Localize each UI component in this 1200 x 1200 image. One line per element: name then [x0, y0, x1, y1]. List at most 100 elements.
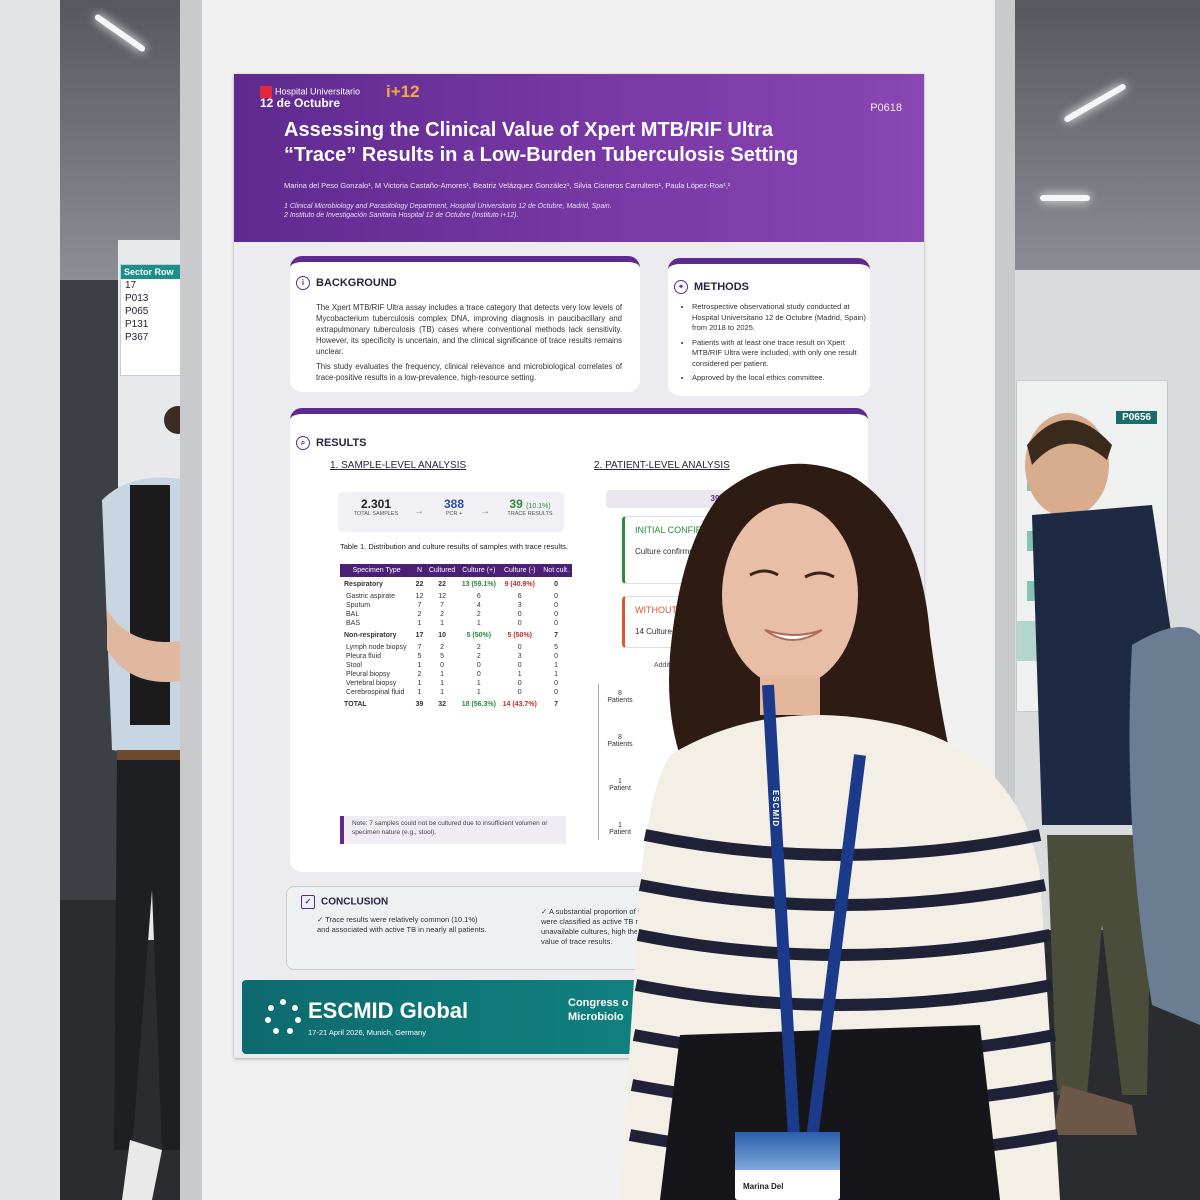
sample-stats: 2.301 TOTAL SAMPLES → 388 PCR + → 39 (10… — [338, 492, 564, 532]
table-cell-cult: 32 — [438, 701, 446, 708]
table-cell-n: 17 — [415, 632, 424, 639]
methods-section: ⌖ METHODS Retrospective observational stu… — [668, 258, 870, 396]
table-cell-pos: 0 — [476, 662, 481, 669]
sign-row-item: P131 — [125, 319, 149, 330]
methods-list: Retrospective observational study conduc… — [682, 302, 872, 388]
table-cell-cult: 22 — [438, 581, 446, 588]
table-row: Lymph node biopsy 7 2 2 0 5 — [340, 643, 572, 652]
table-cell-cult: 0 — [440, 662, 445, 669]
branch-count: 8 — [618, 690, 622, 697]
table-cell-pos: 1 — [476, 689, 481, 696]
person-left — [102, 406, 187, 1200]
branch-label: Patient — [609, 785, 631, 792]
table-cell-n: 7 — [417, 602, 422, 609]
table-cell-name: Gastric aspirate — [346, 593, 396, 600]
table-cell-pos: 2 — [476, 644, 481, 651]
table-cell-pos: 4 — [476, 602, 481, 609]
table-cell-neg: 0 — [517, 644, 522, 651]
table-cell-neg: 6 — [517, 593, 522, 600]
table-header-cell: Culture (+) — [458, 564, 500, 577]
poster-code: P0618 — [870, 102, 902, 114]
table-cell-n: 2 — [417, 611, 422, 618]
additional-label: Additi — [654, 662, 672, 669]
branch-line — [598, 684, 599, 840]
booth-panel-left — [0, 0, 60, 1200]
hospital-logo-icon — [260, 86, 272, 98]
badge-top — [735, 1132, 840, 1170]
institute-logo: i+12 — [386, 82, 420, 101]
table-row: Respiratory 22 22 13 (59.1%) 9 (40.9%) 0 — [340, 577, 572, 592]
table-cell-name: Respiratory — [344, 581, 383, 588]
sign-row-item: 17 — [125, 280, 137, 291]
neighbour-poster-code: P0656 — [1116, 411, 1157, 424]
sign-row-item: P065 — [125, 306, 149, 317]
table-cell-cult: 12 — [438, 593, 446, 600]
table-cell-cult: 10 — [438, 632, 446, 639]
conclusion-heading: CONCLUSION — [321, 896, 389, 908]
table-cell-cult: 1 — [440, 680, 445, 687]
table-cell-pos: 1 — [476, 680, 481, 687]
table-cell-neg: 3 — [517, 653, 522, 660]
poster-authors: Marina del Peso Gonzalo¹, M Victoria Cas… — [284, 181, 731, 190]
table-cell-n: 22 — [415, 581, 424, 588]
table-cell-cult: 1 — [440, 671, 445, 678]
table-cell-name: TOTAL — [344, 701, 367, 708]
table-cell-nc: 0 — [554, 620, 559, 627]
patient-branch: 8 Patients — [600, 734, 640, 748]
sign-row-item: P013 — [125, 293, 149, 304]
table-cell-nc: 1 — [554, 662, 559, 669]
conclusion-point-1: ✓ Trace results were relatively common (… — [317, 915, 487, 934]
table-cell-nc: 0 — [554, 611, 559, 618]
table-row: BAL 2 2 2 0 0 — [340, 610, 572, 619]
branch-count: 1 — [618, 822, 622, 829]
table-cell-neg: 0 — [517, 620, 522, 627]
table-cell-neg: 0 — [517, 662, 522, 669]
escmid-brand: ESCMID Global — [308, 998, 469, 1023]
table-cell-neg: 0 — [517, 611, 522, 618]
background-text: The Xpert MTB/RIF Ultra assay includes a… — [316, 303, 622, 382]
board-frame — [180, 0, 202, 1200]
table-cell-cult: 1 — [440, 689, 445, 696]
table-cell-name: Sputum — [346, 602, 371, 609]
branch-count: 8 — [618, 734, 622, 741]
branch-label: Patients — [607, 741, 633, 748]
table-cell-cult: 2 — [440, 611, 445, 618]
table-row: Sputum 7 7 4 3 0 — [340, 601, 572, 610]
presenter — [620, 463, 1060, 1200]
poster-header: Hospital Universitario 12 de Octubre i+1… — [234, 74, 924, 242]
sample-level-heading: 1. SAMPLE-LEVEL ANALYSIS — [330, 460, 467, 471]
table-cell-pos: 2 — [476, 611, 481, 618]
table-cell-n: 1 — [417, 689, 422, 696]
table-header-cell: Not cult. — [540, 564, 572, 577]
table-header-cell: Cultured — [425, 564, 459, 577]
table-cell-name: Lymph node biopsy — [346, 644, 407, 651]
table-cell-name: Pleura fluid — [346, 653, 382, 660]
stat-pcr: 388 PCR + — [443, 497, 465, 517]
congress-dates: 17-21 April 2026, Munich, Germany — [308, 1028, 426, 1037]
table-cell-neg: 1 — [517, 671, 522, 678]
table-cell-n: 2 — [417, 671, 422, 678]
microscope-icon: ⌖ — [674, 280, 688, 294]
patient-branch: 1 Patient — [600, 822, 640, 836]
lanyard-text: ESCMID — [771, 790, 780, 828]
table-cell-nc: 0 — [554, 581, 559, 588]
table-cell-nc: 1 — [554, 671, 559, 678]
table-cell-nc: 0 — [554, 689, 559, 696]
table-caption: Table 1. Distribution and culture result… — [340, 542, 569, 551]
table-cell-pos: 2 — [476, 653, 481, 660]
table-cell-cult: 5 — [440, 653, 445, 660]
table-cell-cult: 2 — [440, 644, 445, 651]
table-cell-nc: 0 — [554, 593, 559, 600]
methods-heading: METHODS — [694, 280, 749, 293]
table-cell-n: 5 — [417, 653, 422, 660]
sign-row-item: P367 — [125, 332, 149, 343]
table-cell-pos: 18 (56.3%) — [461, 701, 496, 708]
table-cell-neg: 0 — [517, 680, 522, 687]
patient-level-heading: 2. PATIENT-LEVEL ANALYSIS — [594, 460, 730, 471]
badge-name: Marina Del — [743, 1182, 784, 1191]
table-row: Vertebral biopsy 1 1 1 0 0 — [340, 679, 572, 688]
poster-title: Assessing the Clinical Value of Xpert MT… — [284, 119, 799, 166]
table-cell-name: Cerebrospinal fluid — [346, 689, 405, 696]
table-cell-pos: 0 — [476, 671, 481, 678]
